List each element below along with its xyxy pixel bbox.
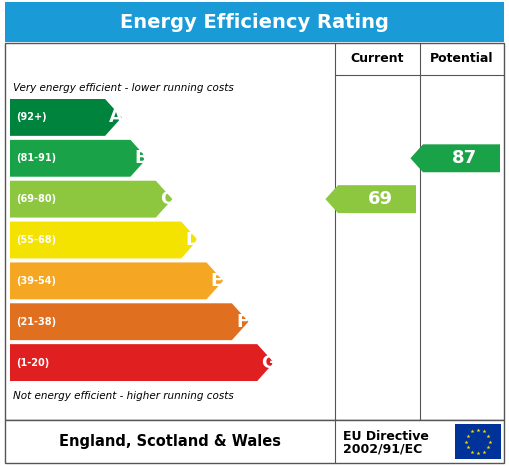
Bar [5,43,504,420]
Polygon shape [325,185,416,213]
Polygon shape [410,144,500,172]
Polygon shape [10,303,248,340]
Text: E: E [211,272,223,290]
Polygon shape [10,99,122,136]
Text: 2002/91/EC: 2002/91/EC [343,443,422,456]
Text: (69-80): (69-80) [16,194,56,204]
Text: (81-91): (81-91) [16,153,56,163]
Polygon shape [10,344,274,381]
Text: (55-68): (55-68) [16,235,56,245]
Text: 69: 69 [367,190,392,208]
Text: C: C [160,190,173,208]
Text: Energy Efficiency Rating: Energy Efficiency Rating [120,13,389,31]
Text: F: F [236,313,248,331]
Text: G: G [261,354,276,372]
Bar [5,420,504,463]
Text: (1-20): (1-20) [16,358,49,368]
Polygon shape [10,140,147,177]
Polygon shape [10,262,223,299]
Text: (21-38): (21-38) [16,317,56,327]
Text: (92+): (92+) [16,113,47,122]
Bar [5,2,504,42]
Text: England, Scotland & Wales: England, Scotland & Wales [59,434,281,449]
Text: Not energy efficient - higher running costs: Not energy efficient - higher running co… [13,391,234,401]
Text: D: D [185,231,200,249]
Bar [455,424,501,459]
Polygon shape [10,181,173,218]
Text: (39-54): (39-54) [16,276,56,286]
Text: B: B [134,149,148,167]
Text: Current: Current [351,52,404,65]
Text: Very energy efficient - lower running costs: Very energy efficient - lower running co… [13,83,234,93]
Polygon shape [10,221,198,258]
Text: A: A [109,108,123,127]
Text: Potential: Potential [430,52,494,65]
Text: EU Directive: EU Directive [343,430,429,443]
Text: 87: 87 [452,149,477,167]
